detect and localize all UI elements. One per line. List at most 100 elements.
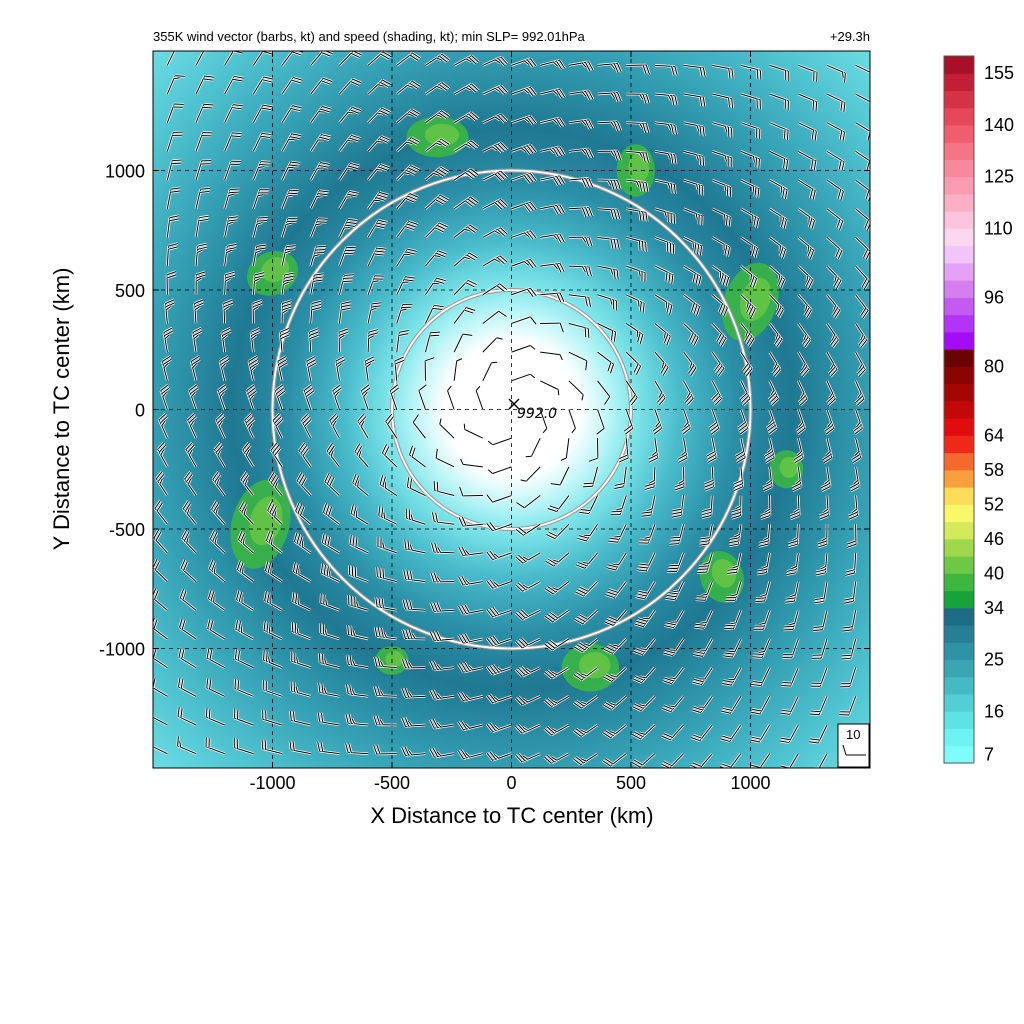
- wind-barb: [223, 75, 244, 95]
- wind-barb: [457, 546, 484, 557]
- wind-barb: [428, 747, 455, 759]
- wind-barb: [654, 322, 672, 346]
- wind-barb: [281, 51, 304, 67]
- y-tick-label: 0: [135, 401, 145, 421]
- wind-barb: [280, 271, 295, 295]
- wind-barb: [596, 322, 617, 342]
- jet-core: [779, 456, 799, 478]
- wind-barb: [218, 355, 230, 382]
- wind-barb: [320, 533, 341, 555]
- wind-barb: [482, 84, 509, 96]
- wind-barb: [750, 695, 771, 716]
- wind-barb: [768, 236, 787, 259]
- wind-barb: [683, 178, 705, 196]
- wind-barb: [808, 724, 829, 745]
- wind-barb: [457, 575, 484, 587]
- colorbar-segment: [944, 435, 974, 454]
- colorbar-label: 58: [984, 460, 1004, 480]
- wind-barb: [574, 580, 599, 598]
- wind-barb: [854, 380, 865, 407]
- colorbar-segment: [944, 711, 974, 730]
- wind-barb: [824, 409, 835, 436]
- wind-barb: [458, 486, 483, 498]
- wind-barb: [179, 558, 197, 583]
- wind-barb: [274, 383, 286, 410]
- colorbar-segment: [944, 331, 974, 350]
- wind-barb: [626, 178, 650, 193]
- wind-barb: [623, 409, 635, 436]
- wind-barb: [252, 75, 274, 95]
- wind-barb: [252, 103, 273, 124]
- wind-barb: [740, 293, 757, 318]
- wind-barb: [482, 169, 509, 182]
- wind-barb: [223, 103, 243, 124]
- wind-barb: [625, 322, 645, 345]
- wind-barb: [223, 215, 239, 238]
- wind-barb: [511, 344, 536, 354]
- wind-barb: [179, 588, 197, 612]
- wind-barb: [514, 752, 541, 763]
- wind-barb: [791, 466, 803, 493]
- wind-barb: [291, 592, 312, 612]
- wind-barb: [268, 471, 284, 497]
- wind-barb: [252, 271, 265, 295]
- wind-barb: [854, 265, 870, 290]
- wind-barb: [721, 666, 743, 687]
- wind-barb: [604, 580, 628, 599]
- wind-barb: [740, 64, 763, 80]
- wind-barb: [482, 56, 509, 67]
- wind-barb: [665, 581, 685, 601]
- wind-barb: [271, 412, 284, 439]
- wind-barb: [280, 216, 298, 238]
- colorbar-segment: [944, 590, 974, 609]
- wind-barb: [424, 194, 450, 210]
- wind-barb: [749, 724, 771, 744]
- wind-barb: [215, 412, 226, 439]
- wind-barb: [851, 437, 862, 464]
- wind-barb: [654, 207, 676, 224]
- wind-barb: [568, 147, 594, 159]
- y-axis-label: Y Distance to TC center (km): [49, 268, 74, 551]
- wind-barb: [854, 351, 867, 378]
- colorbar-segment: [944, 314, 974, 333]
- wind-barb: [233, 708, 254, 727]
- wind-barb: [166, 51, 180, 66]
- wind-barb: [290, 621, 312, 641]
- wind-barb: [309, 105, 332, 124]
- wind-barb: [154, 499, 169, 526]
- wind-barb: [424, 109, 451, 124]
- wind-barb: [683, 64, 707, 78]
- colorbar-segment: [944, 366, 974, 385]
- wind-barb: [852, 409, 864, 436]
- wind-barb: [384, 413, 398, 439]
- wind-barb: [338, 51, 363, 67]
- wind-barb: [841, 638, 857, 661]
- wind-barb: [560, 438, 571, 462]
- wind-barb: [153, 617, 169, 640]
- wind-barb: [638, 523, 657, 545]
- wind-barb: [245, 383, 258, 410]
- y-axis-ticks: -1000 -500 0 500 1000: [99, 162, 870, 660]
- colorbar-segment: [944, 469, 974, 488]
- wind-barb: [401, 599, 426, 612]
- wind-barb: [682, 351, 697, 377]
- colorbar-segment: [944, 625, 974, 643]
- wind-barb: [550, 466, 571, 487]
- colorbar-segment: [944, 280, 974, 298]
- y-tick-label: 1000: [105, 162, 145, 182]
- wind-barb: [826, 265, 842, 290]
- wind-barb: [768, 178, 789, 200]
- wind-barb: [588, 438, 600, 463]
- wind-barb: [732, 466, 745, 492]
- colorbar-labels: 7 16 25 34 40 46 52 58 64 80 96 110 125 140 155: [984, 63, 1014, 764]
- wind-barb: [667, 552, 685, 573]
- wind-barb: [525, 437, 542, 459]
- wind-barb: [539, 116, 566, 128]
- wind-barb: [164, 298, 176, 324]
- wind-barb: [252, 160, 271, 181]
- wind-barb: [429, 630, 455, 643]
- wind-barb: [236, 560, 255, 583]
- wind-barb: [740, 92, 762, 110]
- colorbar-segment: [944, 400, 974, 419]
- wind-barb: [511, 114, 538, 126]
